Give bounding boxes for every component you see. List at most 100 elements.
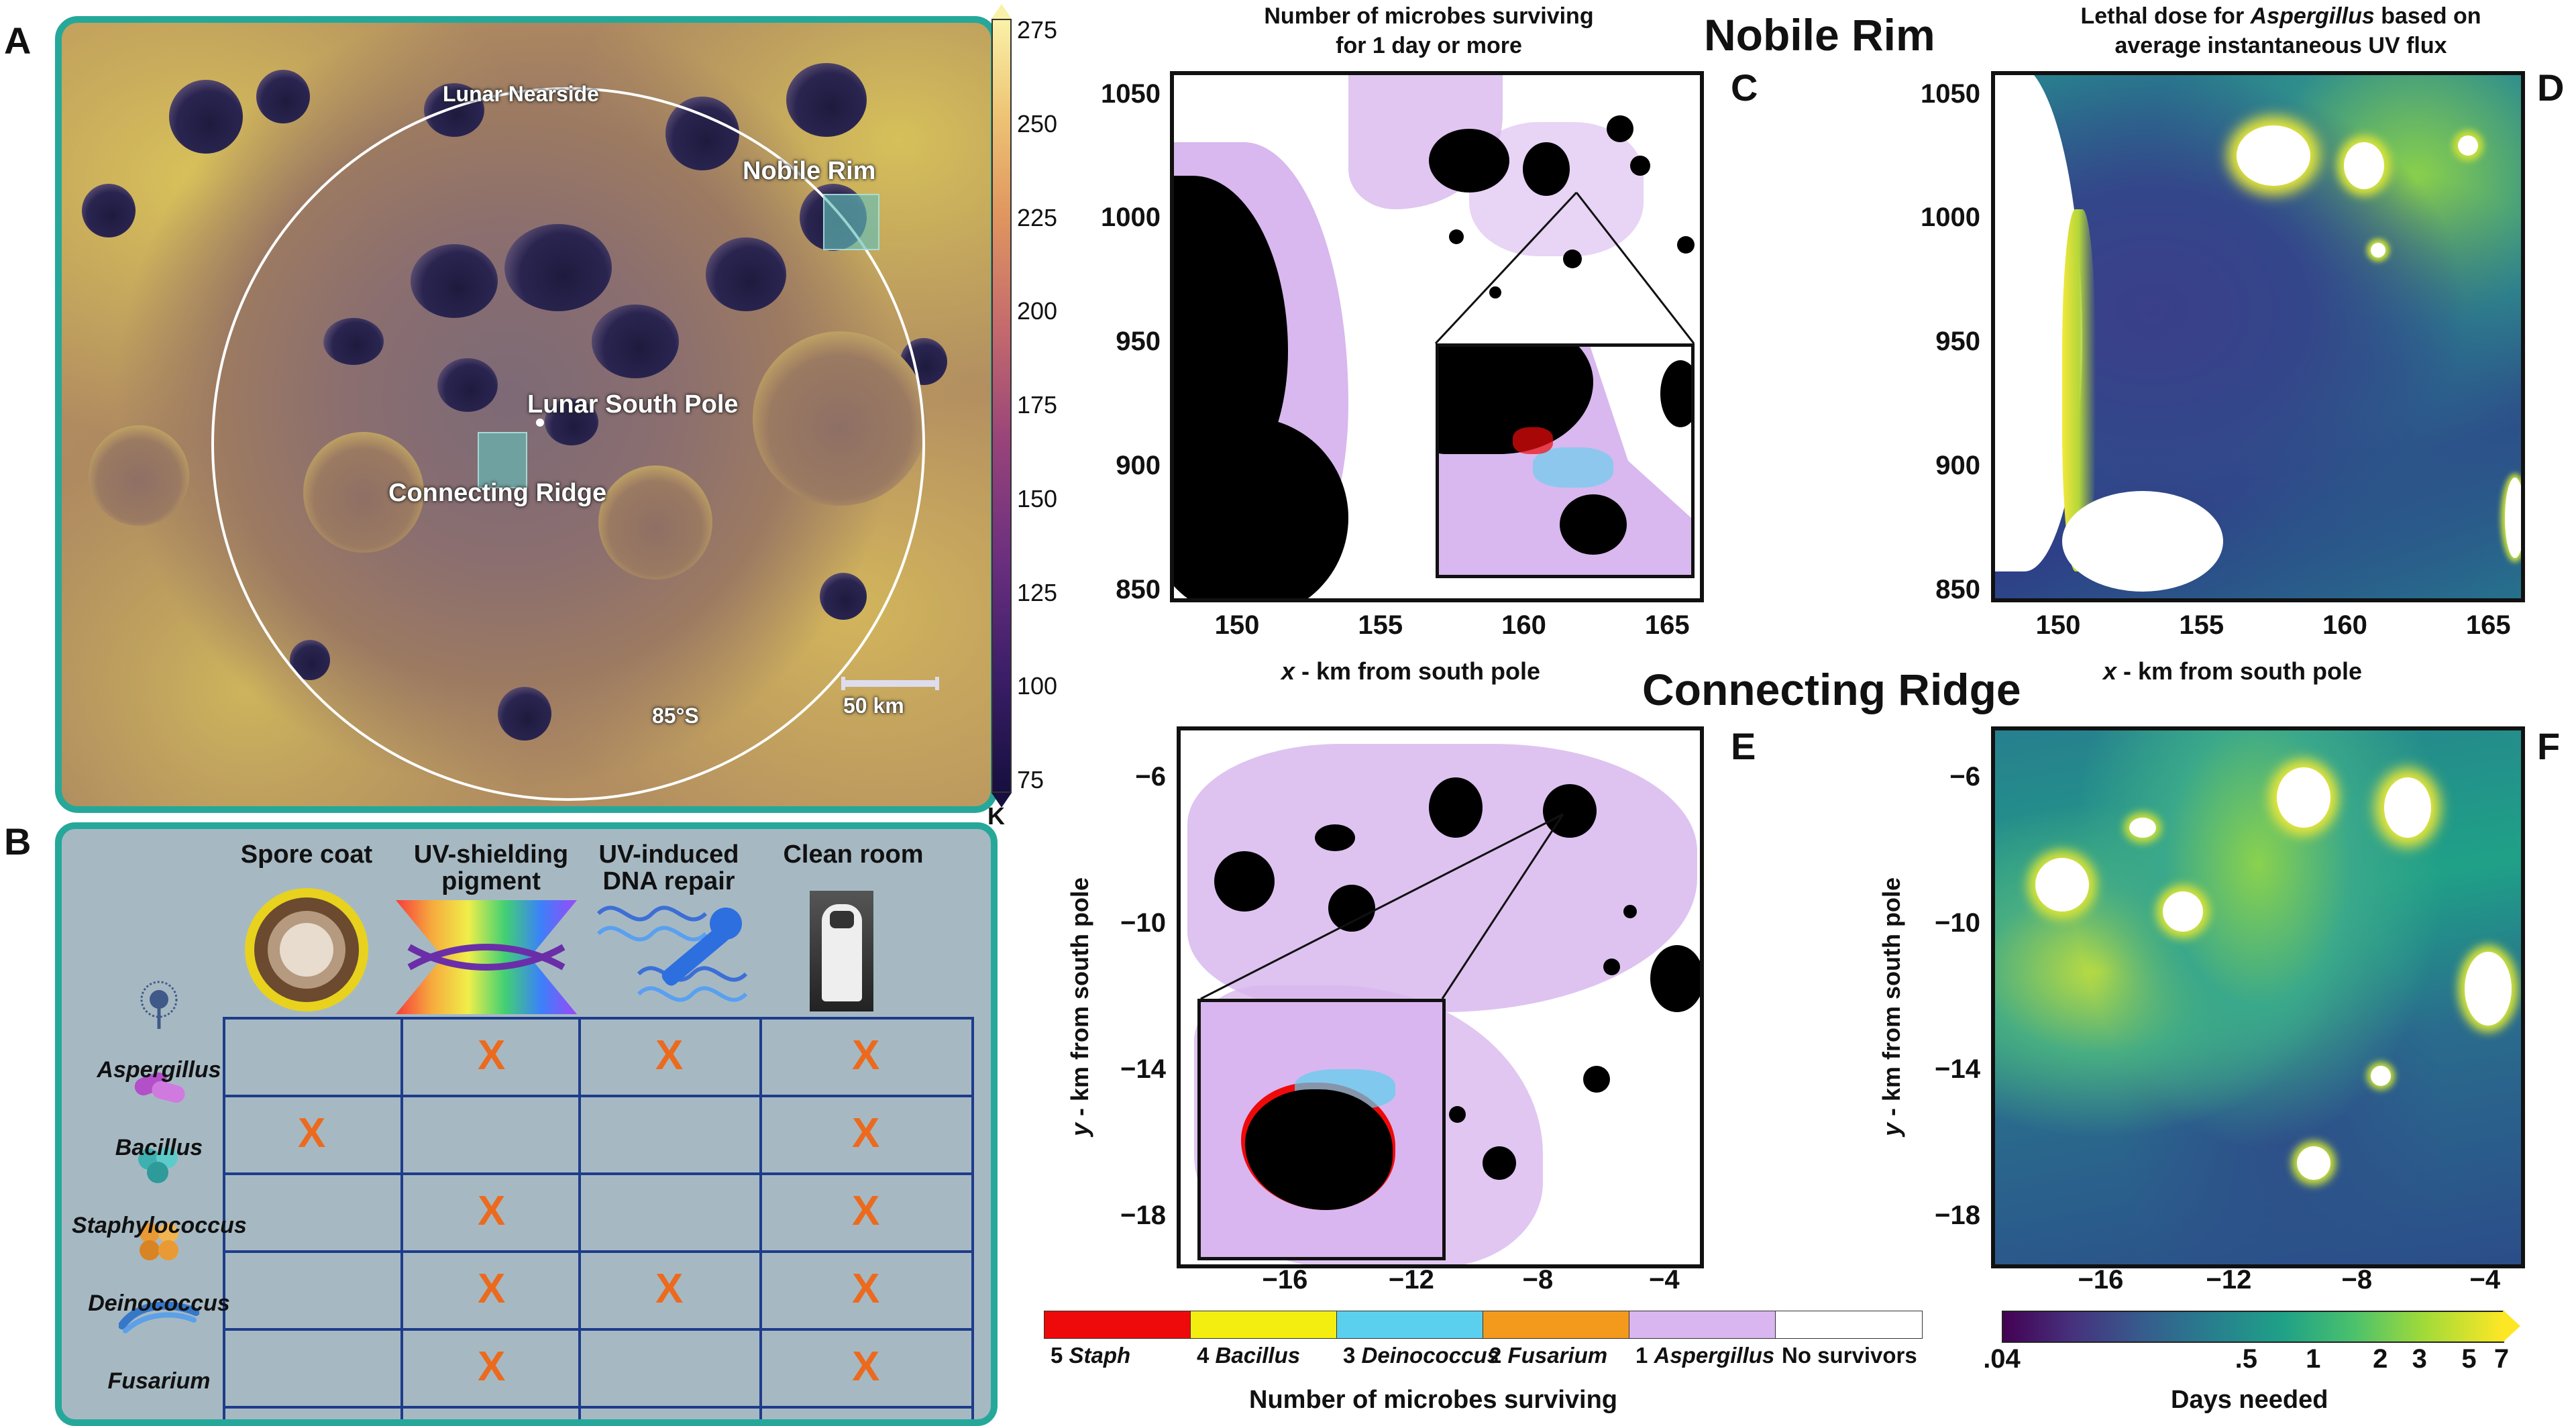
colorbar-arrow [991, 4, 1012, 19]
x-tick-label: −4 [2469, 1265, 2501, 1295]
dna-repair-icon [596, 906, 748, 1002]
trait-mark: X [852, 1343, 880, 1390]
axis-title-text: - km from south pole [2116, 657, 2363, 685]
colorbar-segment-label: 4 Bacillus [1197, 1343, 1300, 1368]
plot-d-title-text: Aspergillus [2250, 3, 2375, 29]
temperature-colorbar [991, 19, 1012, 793]
plot-e-survivors-connecting-ridge [1177, 726, 1704, 1268]
y-tick-label: 850 [1116, 574, 1161, 604]
column-header-spore-coat: Spore coat [223, 841, 390, 868]
plot-d-title-text: based on [2374, 3, 2481, 29]
y-tick-label: 900 [1935, 451, 1980, 481]
colorbar-segment [1336, 1311, 1484, 1339]
segment-microbe: Staph [1069, 1343, 1131, 1368]
column-header-text: Clean room [783, 840, 924, 869]
row-name-aspergillus: Aspergillus [97, 1057, 221, 1083]
microbe-traits-table: Spore coat UV-shielding pigment UV-induce… [55, 822, 998, 1426]
axis-variable: x [1281, 657, 1295, 685]
segment-count: 1 [1635, 1343, 1648, 1368]
crater [256, 70, 310, 123]
colorbar-tick: 5 [2461, 1344, 2477, 1374]
colorbar-segment-label: 1 Aspergillus [1635, 1343, 1774, 1368]
y-tick-label: −18 [1120, 1201, 1166, 1231]
colorbar-tick: 100 [1017, 672, 1058, 700]
x-tick-label: −12 [1389, 1265, 1434, 1295]
y-tick-label: 850 [1935, 574, 1980, 604]
crater [303, 432, 424, 553]
label-lunar-nearside: Lunar Nearside [443, 82, 599, 106]
uv-shielding-pigment-icon [396, 900, 577, 1014]
column-header-text: pigment [441, 867, 541, 895]
plot-e-inset [1197, 999, 1446, 1260]
connecting-ridge-site-marker [478, 432, 527, 488]
y-tick-label: 1000 [1921, 203, 1980, 233]
colorbar-tick: 3 [2412, 1344, 2427, 1374]
segment-count: 2 [1489, 1343, 1502, 1368]
segment-count: 4 [1197, 1343, 1210, 1368]
colorbar-tick: 250 [1017, 109, 1058, 138]
y-tick-label: 1050 [1921, 78, 1980, 109]
trait-mark: X [478, 1266, 506, 1312]
axis-variable: y [1066, 1123, 1093, 1137]
column-header-uv-pigment: UV-shielding pigment [400, 841, 582, 895]
colorbar-segment-label: No survivors [1782, 1343, 1917, 1368]
x-tick-label: −4 [1649, 1265, 1680, 1295]
trait-mark: X [478, 1188, 506, 1234]
trait-mark: X [852, 1266, 880, 1312]
section-title-connecting-ridge: Connecting Ridge [1642, 665, 2021, 714]
colorbar-tick: 175 [1017, 391, 1058, 419]
y-tick-label: 1050 [1101, 78, 1161, 109]
crater [753, 331, 927, 506]
x-tick-label: −16 [1262, 1265, 1308, 1295]
trait-mark: X [655, 1032, 684, 1079]
x-tick-label: 150 [2035, 610, 2081, 640]
trait-mark: X [655, 1266, 684, 1312]
segment-count: 3 [1343, 1343, 1356, 1368]
segment-microbe: Bacillus [1215, 1343, 1301, 1368]
crater [545, 398, 598, 445]
colorbar-segment [1483, 1311, 1630, 1339]
x-tick-label: −8 [2341, 1265, 2373, 1295]
label-scale-bar: 50 km [843, 694, 904, 718]
x-tick-label: 160 [1501, 610, 1546, 640]
trait-mark: X [852, 1110, 880, 1156]
colorbar-segment [1044, 1311, 1191, 1339]
crater [592, 305, 679, 378]
crater [665, 97, 739, 170]
x-tick-label: −12 [2206, 1265, 2252, 1295]
colorbar-tick: 275 [1017, 16, 1058, 44]
x-tick-label: 165 [2465, 610, 2511, 640]
plot-d-xlabel: x - km from south pole [2103, 657, 2362, 685]
axis-variable: x [2103, 657, 2117, 685]
crater [323, 318, 384, 365]
y-tick-label: −14 [1120, 1054, 1166, 1085]
row-name-deinococcus: Deinococcus [88, 1291, 230, 1316]
y-tick-label: −10 [1935, 908, 1980, 938]
colorbar-tick: 1 [2306, 1344, 2321, 1374]
y-tick-label: −14 [1935, 1054, 1980, 1085]
panel-label-b: B [4, 820, 32, 863]
colorbar-tick: 125 [1017, 578, 1058, 606]
colorbar-tick: 225 [1017, 203, 1058, 231]
colorbar-tick: 7 [2493, 1344, 2510, 1374]
clean-room-photo-icon [810, 891, 873, 1011]
row-name-fusarium: Fusarium [107, 1368, 211, 1394]
panel-label-e: E [1731, 725, 1756, 767]
y-tick-label: 950 [1935, 327, 1980, 357]
y-tick-label: 1000 [1101, 203, 1161, 233]
spore-coat-icon [245, 888, 368, 1011]
label-nobile-rim: Nobile Rim [743, 157, 876, 185]
column-header-text: UV-shielding [413, 840, 569, 869]
crater [437, 358, 498, 412]
column-header-text: Spore coat [240, 840, 373, 869]
segment-microbe: Aspergillus [1654, 1343, 1775, 1368]
x-tick-label: 160 [2322, 610, 2367, 640]
panel-label-d: D [2537, 66, 2565, 109]
y-tick-label: −18 [1935, 1201, 1980, 1231]
lunar-south-pole-map: Lunar Nearside Nobile Rim Lunar South Po… [55, 16, 998, 813]
crater [598, 465, 712, 580]
axis-title-text: - km from south pole [1878, 877, 1905, 1123]
plot-c-inset [1436, 343, 1695, 578]
colorbar-segment [1629, 1311, 1776, 1339]
axis-title-text: - km from south pole [1066, 877, 1093, 1123]
